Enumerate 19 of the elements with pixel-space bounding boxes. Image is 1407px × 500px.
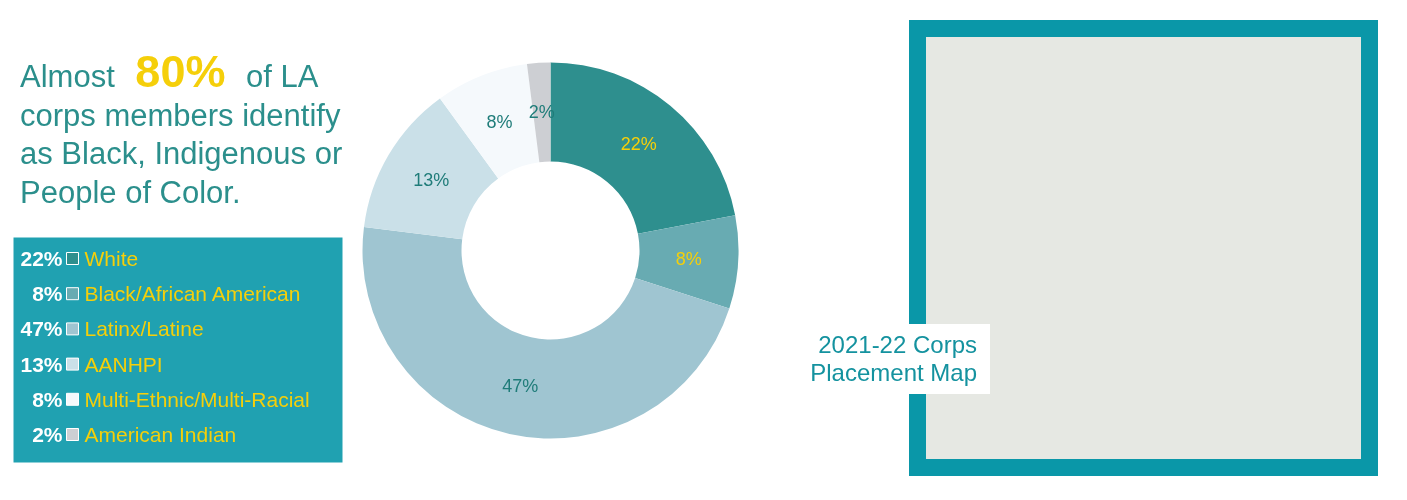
data-label: 8% xyxy=(675,249,702,270)
data-label: 8% xyxy=(486,111,513,132)
legend-label: Black/African American xyxy=(84,282,301,306)
data-label: 13% xyxy=(413,170,450,190)
legend-label: White xyxy=(84,247,139,270)
data-label: 22% xyxy=(620,133,657,154)
legend-label: AANHPI xyxy=(84,352,163,376)
legend-label: American Indian xyxy=(84,423,237,446)
text: 47% xyxy=(20,317,63,341)
legend-label: Multi-Ethnic/Multi-Racial xyxy=(84,387,310,411)
data-label: 47% xyxy=(502,375,539,396)
text: 2% xyxy=(32,423,63,446)
text: 22% xyxy=(20,247,63,270)
text: 8% xyxy=(32,387,63,411)
legend-label: Latinx/Latine xyxy=(84,317,204,341)
text: Almost 80% of LA corps members identify as Black, Indigenous or People of Color. xyxy=(19,45,344,212)
text: 2021-22 Corps Placement Map xyxy=(780,324,990,394)
text: 8% xyxy=(32,282,63,306)
text: 13% xyxy=(20,352,63,376)
